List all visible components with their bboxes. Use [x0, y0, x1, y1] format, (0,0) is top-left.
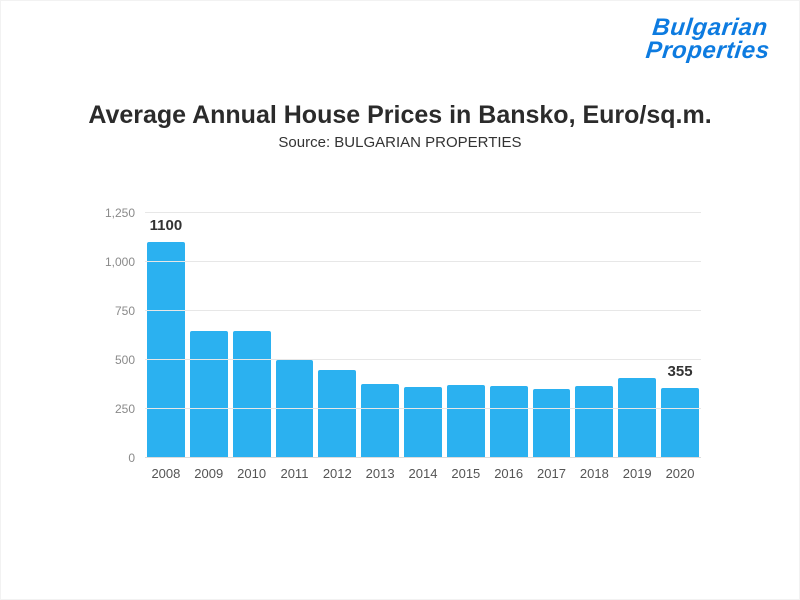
y-tick-label: 0: [128, 451, 135, 465]
bar-2018: [575, 386, 614, 458]
x-tick-label-2018: 2018: [579, 466, 609, 481]
y-tick-label: 750: [114, 304, 135, 318]
x-axis: 2008 2009 2010 2011 2012 2013 2014 2015 2016 2017…: [145, 458, 701, 481]
bar-2019: [618, 377, 657, 458]
x-tick-label-2011: 2011: [280, 466, 309, 481]
y-axis: 0 250 500 750 1,000 1,250: [93, 206, 145, 465]
bar-column-2008: 1100: [147, 213, 185, 458]
x-tick-label-2015: 2015: [451, 466, 481, 481]
bar-2014: [404, 387, 442, 458]
bulgarian-properties-logo: Bulgarian Properties: [644, 14, 774, 64]
gridline: [145, 310, 701, 311]
bar-2015: [446, 385, 485, 458]
y-tick-label: 1,000: [104, 255, 135, 269]
bars: 1100 355: [147, 213, 699, 458]
bar-column-2015: [446, 213, 485, 458]
bar-2010: [232, 330, 271, 458]
logo-line2: Properties: [644, 36, 772, 64]
bar-column-2010: [232, 213, 271, 458]
bar-column-2020: 355: [661, 213, 699, 458]
bar-2009: [189, 330, 228, 458]
bar-column-2014: [404, 213, 442, 458]
x-tick-label-2012: 2012: [322, 466, 352, 481]
x-tick-label-2008: 2008: [151, 466, 181, 481]
bar-2016: [489, 386, 528, 458]
gridline: [145, 359, 701, 360]
x-tick-label-2013: 2013: [365, 466, 395, 481]
y-axis-spacer: [93, 458, 145, 481]
x-tick-label-2014: 2014: [408, 466, 438, 481]
bar-2008: [147, 242, 185, 458]
bar-value-label-2020: 355: [667, 363, 693, 381]
bar-value-label-2008: 1100: [149, 217, 183, 235]
bar-column-2017: [532, 213, 571, 458]
y-tick-label: 500: [114, 353, 135, 367]
chart-subtitle: Source: BULGARIAN PROPERTIES: [278, 134, 522, 151]
y-tick-label: 250: [114, 402, 135, 416]
plot-area: 1100 355: [145, 212, 701, 458]
bar-chart: 0 250 500 750 1,000 1,250 1100 355 2008 2009 201…: [93, 206, 701, 481]
bar-2020: [661, 388, 699, 458]
gridline: [145, 261, 701, 262]
x-tick-label-2009: 2009: [194, 466, 224, 481]
chart-title: Average Annual House Prices in Bansko, E…: [88, 101, 712, 129]
bar-column-2013: [361, 213, 400, 458]
x-tick-label-2010: 2010: [237, 466, 267, 481]
y-tick-label: 1,250: [104, 206, 135, 220]
bar-2017: [532, 389, 571, 458]
bar-column-2011: [275, 213, 314, 458]
bar-2011: [275, 360, 314, 458]
x-tick-label-2017: 2017: [537, 466, 566, 481]
x-tick-label-2019: 2019: [622, 466, 652, 481]
bar-2013: [361, 383, 400, 458]
bar-2012: [318, 369, 357, 458]
x-tick-label-2016: 2016: [494, 466, 524, 481]
bar-column-2016: [489, 213, 528, 458]
gridline: [145, 457, 701, 458]
bar-column-2009: [189, 213, 228, 458]
gridline: [145, 212, 701, 213]
bar-column-2018: [575, 213, 614, 458]
bar-column-2012: [318, 213, 357, 458]
bar-column-2019: [618, 213, 657, 458]
x-tick-label-2020: 2020: [665, 466, 695, 481]
gridline: [145, 408, 701, 409]
